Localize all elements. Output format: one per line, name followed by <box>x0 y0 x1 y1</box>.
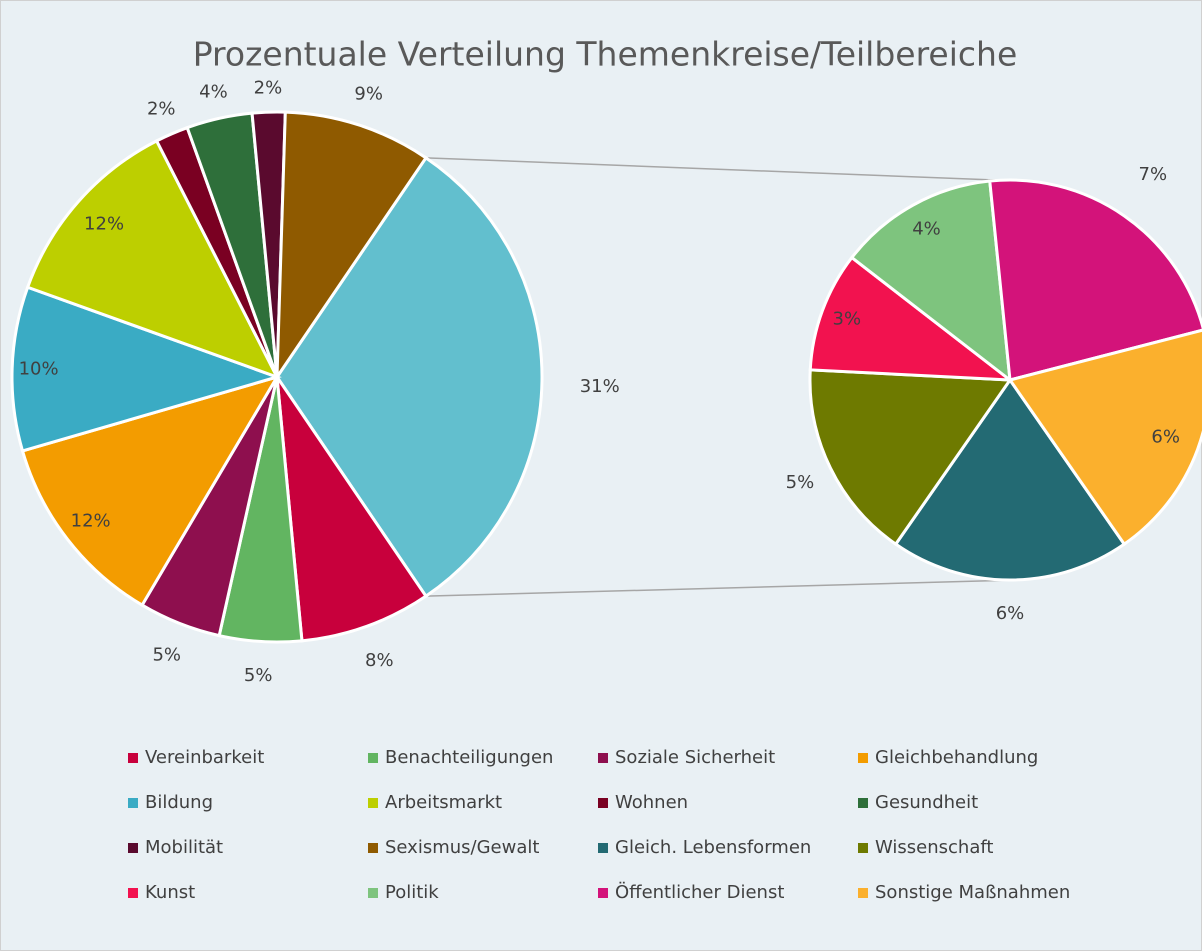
legend-label: Politik <box>385 882 439 903</box>
legend-label: Wissenschaft <box>875 837 993 858</box>
legend-label: Gleich. Lebensformen <box>615 837 811 858</box>
legend-marker <box>858 753 868 763</box>
legend-marker <box>598 798 608 808</box>
legend-marker <box>368 798 378 808</box>
pie-slice <box>808 368 1013 547</box>
legend-marker <box>128 798 138 808</box>
legend-label: Öffentlicher Dienst <box>615 881 784 903</box>
data-label: 5% <box>152 644 181 665</box>
legend-marker <box>128 753 138 763</box>
legend-label: Benachteiligungen <box>385 747 553 768</box>
chart-title: Prozentuale Verteilung Themenkreise/Teil… <box>193 35 1018 74</box>
data-label: 12% <box>84 214 124 235</box>
pie-slice <box>849 179 1012 384</box>
pie-slice <box>275 376 429 643</box>
legend-marker <box>368 843 378 853</box>
pie-slice <box>1007 328 1202 547</box>
legend-label: Bildung <box>145 792 213 813</box>
legend-label: Sonstige Maßnahmen <box>875 882 1070 903</box>
legend-label: Arbeitsmarkt <box>385 792 502 813</box>
data-label: 5% <box>244 665 273 686</box>
legend-label: Gesundheit <box>875 792 978 813</box>
legend-marker <box>128 843 138 853</box>
data-label: 2% <box>147 98 176 119</box>
legend-label: Gleichbehandlung <box>875 747 1038 768</box>
legend-marker <box>858 798 868 808</box>
connector-line <box>425 157 996 181</box>
data-label: 4% <box>912 219 941 240</box>
data-label: 10% <box>19 359 59 380</box>
connector-line <box>425 579 1018 597</box>
legend-marker <box>858 843 868 853</box>
legend-label: Sexismus/Gewalt <box>385 837 539 858</box>
data-label: 7% <box>1139 164 1168 185</box>
data-label: 6% <box>1151 427 1180 448</box>
legend-marker <box>128 888 138 898</box>
legend-label: Mobilität <box>145 837 223 858</box>
data-label: 31% <box>580 376 620 397</box>
pie-slice <box>808 255 1015 382</box>
legend-label: Wohnen <box>615 792 688 813</box>
legend-marker <box>598 753 608 763</box>
legend-marker <box>368 888 378 898</box>
data-label: 6% <box>996 603 1025 624</box>
legend-label: Soziale Sicherheit <box>615 747 775 768</box>
data-label: 9% <box>354 84 383 105</box>
pie-slice <box>275 110 429 383</box>
data-label: 2% <box>254 77 283 98</box>
pie-slice <box>275 155 544 599</box>
legend-marker <box>368 753 378 763</box>
data-label: 12% <box>71 511 111 532</box>
data-label: 4% <box>199 82 228 103</box>
legend-marker <box>598 843 608 853</box>
data-label: 3% <box>833 309 862 330</box>
legend-marker <box>858 888 868 898</box>
data-label: 8% <box>365 650 394 671</box>
pie-slice <box>10 285 282 453</box>
legend-label: Vereinbarkeit <box>145 747 264 768</box>
pie-slice <box>988 178 1202 382</box>
pie-slice <box>893 377 1127 582</box>
data-label: 5% <box>786 472 815 493</box>
pie-slice <box>20 374 281 608</box>
pie-slice <box>25 138 281 380</box>
legend-label: Kunst <box>145 882 195 903</box>
legend-marker <box>598 888 608 898</box>
